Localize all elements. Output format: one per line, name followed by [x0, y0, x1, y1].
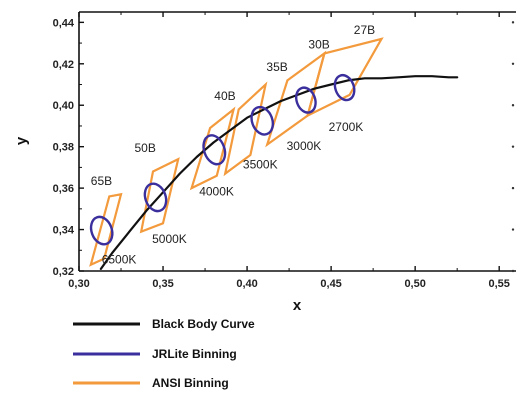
bin-label-2700k: 2700K: [329, 120, 364, 134]
jrlite-ellipse-3500k: [250, 105, 275, 136]
y-right-tick-dot: [511, 21, 515, 24]
bin-label-6500k: 6500K: [102, 253, 137, 267]
y-right-tick-dot: [511, 62, 515, 65]
x-tick-label: 0,30: [68, 278, 89, 290]
bin-label-4000k: 4000K: [199, 184, 234, 198]
y-tick-label: 0,44: [53, 17, 75, 29]
bin-label-27b: 27B: [354, 23, 375, 37]
y-tick-label: 0,40: [53, 100, 74, 112]
ansi-bin-35b: [223, 81, 268, 177]
x-tick-label: 0,50: [404, 278, 425, 290]
ansi-bin-40b: [189, 106, 236, 191]
y-right-tick-dot: [511, 104, 515, 107]
bin-label-5000k: 5000K: [152, 232, 187, 246]
jrlite-ellipse-5000k: [143, 182, 168, 213]
axes: 0,30 0,35 0,40 0,45 0,50 0,55 0,32 0,34 0,36 0,38…: [53, 11, 516, 290]
bin-labels-layer: 65B 50B 40B 35B 30B 27B 6500K 5000K 4000K 3500K 30…: [91, 23, 375, 267]
bin-label-30b: 30B: [308, 37, 329, 51]
jrlite-ellipse-6500k: [89, 215, 114, 246]
bin-label-3500k: 3500K: [243, 157, 278, 171]
y-right-tick-dot: [511, 228, 515, 231]
legend: Black Body Curve JRLite Binning ANSI Binni…: [73, 317, 255, 390]
jrlite-ellipse-4000k: [202, 134, 227, 166]
bin-label-50b: 50B: [135, 141, 156, 155]
x-tick-label: 0,55: [488, 278, 509, 290]
jrlite-ellipse-3000k: [295, 86, 317, 114]
y-tick-label: 0,32: [53, 266, 74, 278]
y-tick-label: 0,36: [53, 183, 74, 195]
legend-label-ansi: ANSI Binning: [152, 376, 229, 390]
y-tick-label: 0,38: [53, 142, 74, 154]
black-body-curve: [99, 75, 459, 270]
y-right-tick-dot: [511, 145, 515, 148]
y-axis-label: y: [13, 136, 30, 145]
y-tick-label: 0,42: [53, 59, 74, 71]
legend-label-black_body: Black Body Curve: [152, 317, 255, 331]
bin-label-65b: 65B: [91, 174, 112, 188]
y-right-tick-dot: [511, 269, 515, 273]
bin-label-35b: 35B: [266, 60, 287, 74]
y-right-tick-dot: [511, 186, 515, 190]
bin-label-3000k: 3000K: [287, 139, 322, 153]
jrlite-binning-layer: [89, 73, 356, 246]
black-body-curve-layer: [99, 75, 459, 270]
x-axis-label: x: [293, 297, 302, 314]
x-tick-label: 0,35: [152, 278, 173, 290]
legend-label-jrlite: JRLite Binning: [152, 347, 237, 361]
x-tick-label: 0,40: [236, 278, 257, 290]
jrlite-ellipse-2700k: [333, 73, 356, 102]
x-tick-label: 0,45: [320, 278, 341, 290]
ansi-binning-layer: [89, 37, 384, 267]
y-tick-label: 0,34: [53, 225, 75, 237]
bin-label-40b: 40B: [214, 89, 235, 103]
